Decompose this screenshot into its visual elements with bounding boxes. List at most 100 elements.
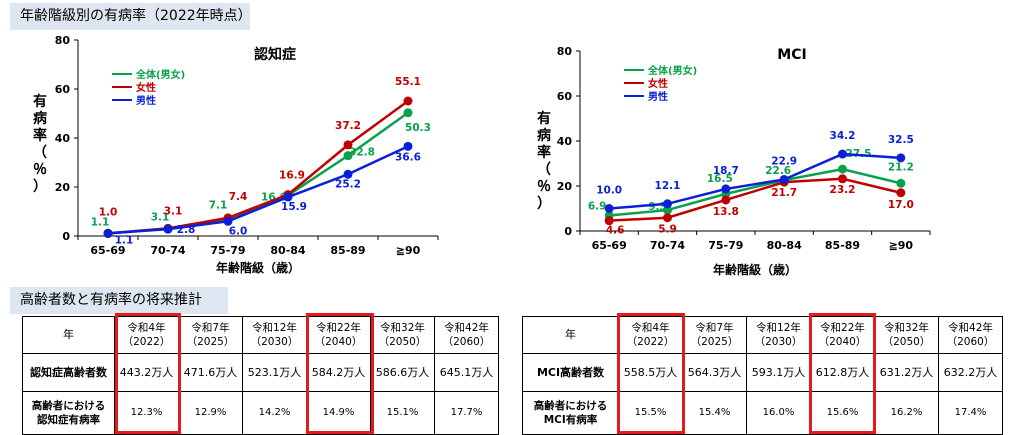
data-label: 4.6 xyxy=(606,225,625,237)
data-point xyxy=(604,216,614,226)
legend-label: 全体(男女) xyxy=(135,68,185,81)
x-tick-label: 70-74 xyxy=(150,244,186,257)
data-label: 17.0 xyxy=(888,199,914,211)
table-cell: 645.1万人 xyxy=(434,353,499,392)
table-cell: 15.4% xyxy=(682,391,747,435)
era-year: 令和22年 xyxy=(316,322,361,334)
y-tick-label: 20 xyxy=(557,180,573,193)
chart-title: 認知症 xyxy=(254,46,296,63)
ad-year: （2060） xyxy=(442,336,491,348)
row-label: MCI高齢者数 xyxy=(522,353,619,392)
chart-title: MCI xyxy=(777,47,806,63)
ad-year: （2060） xyxy=(946,336,995,348)
data-label: 55.1 xyxy=(395,76,421,88)
y-tick-label: 60 xyxy=(557,90,573,103)
table-cell: 12.3% xyxy=(114,391,179,435)
data-point xyxy=(838,174,847,184)
era-year: 令和32年 xyxy=(884,322,929,334)
x-axis-label: 年齢階級（歳） xyxy=(713,262,797,277)
series-line xyxy=(609,152,901,210)
legend-label: 女性 xyxy=(136,81,156,94)
data-label: 6.0 xyxy=(229,225,248,237)
data-label: 32.8 xyxy=(349,147,375,159)
table-cell: 16.0% xyxy=(746,391,811,435)
year-header-cell: 令和32年 （2050） xyxy=(874,316,939,354)
table-cell: 631.2万人 xyxy=(874,353,939,392)
table-header-row: 年 令和4年 （2022） 令和7年 （2025） 令和12年 （2030） 令和22… xyxy=(522,316,1003,354)
x-tick-label: 85-89 xyxy=(825,239,860,252)
data-label: 18.7 xyxy=(713,165,739,177)
table-header-row: 年 令和4年 （2022） 令和7年 （2025） 令和12年 （2030） 令和22… xyxy=(22,316,499,354)
legend-label: 男性 xyxy=(648,90,668,103)
data-point xyxy=(283,192,293,202)
year-header-cell: 令和22年 （2040） xyxy=(306,316,371,354)
table-cell: 14.2% xyxy=(242,391,307,435)
x-tick-label: 75-79 xyxy=(210,244,245,257)
ad-year: （2040） xyxy=(314,336,363,348)
table-cell: 15.5% xyxy=(618,391,683,435)
data-label: 32.5 xyxy=(888,134,914,146)
ad-year: （2022） xyxy=(122,336,171,348)
data-point xyxy=(838,149,847,159)
x-tick-label: 80-84 xyxy=(767,239,803,252)
data-label: 6.9 xyxy=(588,200,607,212)
series-line xyxy=(107,145,409,235)
data-label: 13.8 xyxy=(713,206,739,218)
year-header-cell: 令和42年 （2060） xyxy=(938,316,1003,354)
row-label-line2: MCI有病率 xyxy=(543,414,598,426)
x-tick-label: ≧90 xyxy=(396,244,421,257)
mci-prevalence-chart: 0 20 40 60 80 65-69 70-74 75-79 80-84 85-89 ≧90 MCI… xyxy=(537,45,931,277)
y-axis-label: 有病率（％） xyxy=(33,93,47,195)
data-point xyxy=(403,108,413,118)
data-label: 50.3 xyxy=(405,122,431,134)
data-point xyxy=(604,204,614,213)
year-header-cell: 令和7年 （2025） xyxy=(682,316,747,354)
y-tick-label: 40 xyxy=(557,135,573,148)
prevalence-section-title: 年齢階級別の有病率（2022年時点） xyxy=(10,3,252,30)
table-cell: 17.7% xyxy=(434,391,499,435)
era-year: 令和42年 xyxy=(948,322,993,334)
data-point xyxy=(896,153,906,163)
era-year: 令和42年 xyxy=(444,322,489,334)
data-label: 25.2 xyxy=(335,178,361,190)
ad-year: （2025） xyxy=(690,336,739,348)
row-label-line2: 認知症有病率 xyxy=(37,414,100,426)
table-cell: 443.2万人 xyxy=(114,353,179,392)
row-label: 高齢者における MCI有病率 xyxy=(522,391,619,435)
ad-year: （2025） xyxy=(186,336,235,348)
ad-year: （2030） xyxy=(754,336,803,348)
data-label: 34.2 xyxy=(830,130,856,142)
ad-year: （2040） xyxy=(818,336,867,348)
y-tick-label: 0 xyxy=(564,225,572,238)
y-tick-label: 80 xyxy=(55,34,71,47)
ad-year: （2022） xyxy=(626,336,675,348)
row-label: 高齢者における 認知症有病率 xyxy=(22,391,115,435)
data-label: 1.1 xyxy=(115,234,134,246)
table-cell: 564.3万人 xyxy=(682,353,747,392)
table-cell: 16.2% xyxy=(874,391,939,435)
table-cell: 523.1万人 xyxy=(242,353,307,392)
year-corner-cell: 年 xyxy=(522,316,619,354)
data-label: 5.9 xyxy=(658,224,677,236)
data-label: 21.2 xyxy=(888,161,914,173)
table-cell: 558.5万人 xyxy=(618,353,683,392)
series-line xyxy=(609,167,902,217)
x-axis-label: 年齢階級（歳） xyxy=(216,260,300,275)
data-point xyxy=(163,224,173,234)
data-label: 37.2 xyxy=(335,120,361,132)
era-year: 令和4年 xyxy=(631,322,670,334)
dementia-projection-table: 年 令和4年 （2022） 令和7年 （2025） 令和12年 （2030） 令和22… xyxy=(22,316,499,435)
row-label: 認知症高齢者数 xyxy=(22,353,115,392)
legend-label: 女性 xyxy=(648,77,668,90)
table-cell: 586.6万人 xyxy=(370,353,435,392)
data-point xyxy=(721,184,731,194)
data-point xyxy=(343,151,353,161)
dementia-prevalence-chart: 0 20 40 60 80 65-69 70-74 75-79 80-84 85-89 ≧90 認知症… xyxy=(33,34,439,275)
mci-projection-table: 年 令和4年 （2022） 令和7年 （2025） 令和12年 （2030） 令和22… xyxy=(522,316,1003,435)
x-tick-label: ≧90 xyxy=(889,239,914,252)
data-label: 23.2 xyxy=(830,184,856,196)
year-header-cell: 令和4年 （2022） xyxy=(114,316,179,354)
table-cell: 15.6% xyxy=(810,391,875,435)
ad-year: （2030） xyxy=(250,336,299,348)
era-year: 令和12年 xyxy=(252,322,297,334)
